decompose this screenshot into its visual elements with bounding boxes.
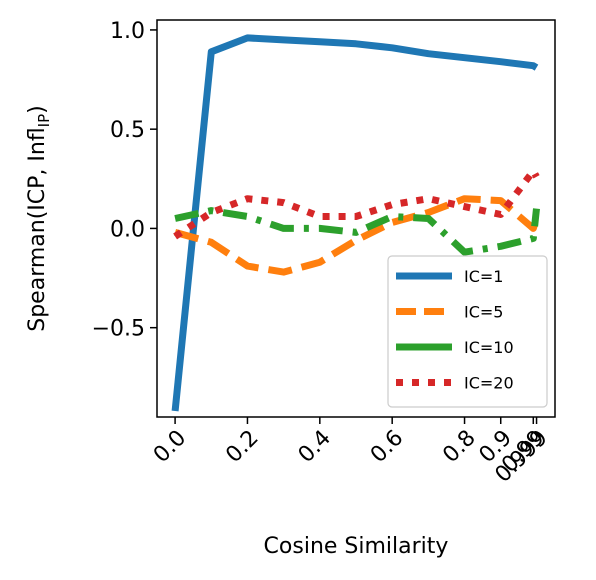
y-tick-label: 0.5 <box>110 118 145 143</box>
y-tick-label: 1.0 <box>110 19 145 44</box>
legend-box <box>387 255 548 408</box>
legend-label: IC=10 <box>464 338 514 357</box>
series-layer <box>171 34 540 412</box>
x-tick-label: 0.6 <box>366 426 408 468</box>
x-tick-label: 0.0 <box>149 426 191 468</box>
legend-label: IC=20 <box>464 374 514 393</box>
series-line-ic-10 <box>174 207 540 256</box>
x-tick-label: 0.4 <box>294 426 336 468</box>
legend-label: IC=5 <box>464 303 503 322</box>
x-axis-label: Cosine Similarity <box>264 534 449 559</box>
y-tick-label: 0.0 <box>110 217 145 242</box>
y-axis-label: Spearman(ICP, InflIP) <box>25 105 53 332</box>
legend: IC=1 IC=5 IC=10 IC=20 <box>387 255 548 408</box>
legend-label: IC=1 <box>464 267 503 286</box>
x-tick-label: 0.8 <box>438 426 480 468</box>
y-axis-label-close: ) <box>25 105 50 114</box>
series-line-ic-1 <box>171 34 539 412</box>
y-axis-label-subscript: IP <box>35 114 53 127</box>
x-tick-label: 0.2 <box>221 426 263 468</box>
y-axis-label-main: Spearman(ICP, Infl <box>25 127 50 331</box>
y-tick-label: −0.5 <box>92 317 145 342</box>
series-line-ic-20 <box>173 167 540 240</box>
plot-frame <box>156 19 556 418</box>
